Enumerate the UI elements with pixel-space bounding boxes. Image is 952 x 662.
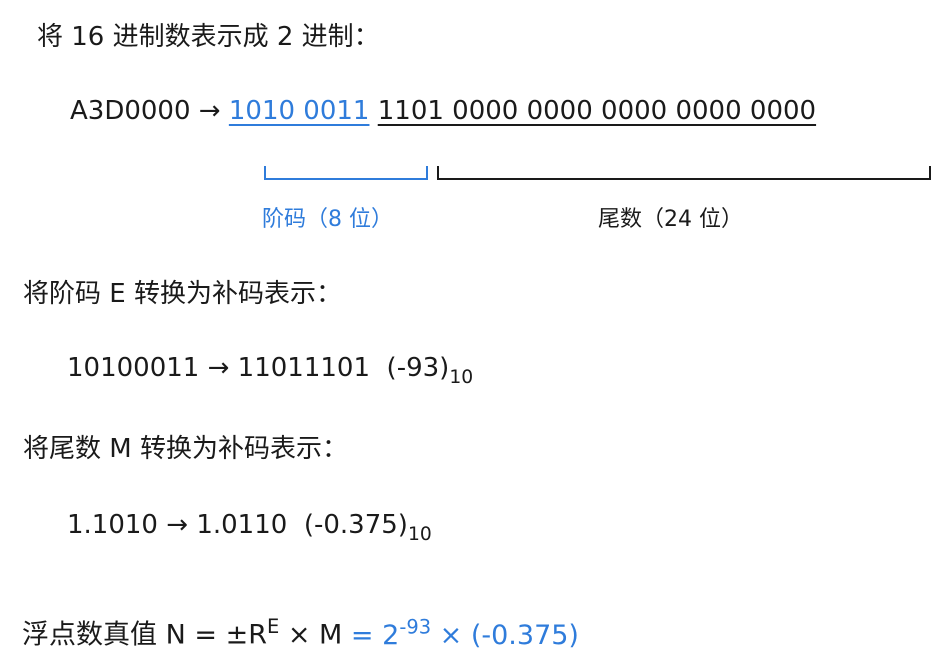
formula-middle: × M — [279, 619, 351, 651]
exponent-bits: 1010 0011 — [228, 96, 370, 126]
arrow-icon: → — [198, 96, 221, 126]
hex-conversion-line: A3D0000 → 1010 0011 1101 0000 0000 0000 … — [70, 98, 816, 124]
mantissa-label: 尾数（24 位） — [598, 207, 743, 232]
heading-exponent-complement: 将阶码 E 转换为补码表示： — [23, 279, 342, 309]
exponent-label: 阶码（8 位） — [262, 207, 393, 232]
mantissa-base: 10 — [407, 524, 432, 546]
heading-hex-to-binary: 将 16 进制数表示成 2 进制： — [37, 22, 380, 52]
exponent-bracket — [264, 166, 428, 180]
float-true-value-formula: 浮点数真值 N = ±RE × M = 2-93 × (-0.375) — [22, 617, 579, 649]
exponent-base: 10 — [449, 367, 474, 389]
formula-exponent-superscript: -93 — [399, 615, 432, 638]
mantissa-bracket — [437, 166, 931, 180]
exponent-complement-line: 10100011 → 11011101 (-93)10 — [67, 355, 473, 388]
arrow-icon: → — [207, 353, 230, 383]
hex-value: A3D0000 — [70, 96, 191, 126]
mantissa-decimal: (-0.375) — [303, 510, 408, 540]
mantissa-original: 1.1010 — [67, 510, 158, 540]
exponent-decimal: (-93) — [386, 353, 450, 383]
formula-result: = 2-93 × (-0.375) — [350, 615, 579, 651]
exponent-complement: 11011101 — [237, 353, 371, 383]
heading-mantissa-complement: 将尾数 M 转换为补码表示： — [23, 434, 348, 464]
formula-e-superscript: E — [266, 615, 280, 638]
formula-prefix: 浮点数真值 N = ±R — [22, 619, 267, 651]
mantissa-complement: 1.0110 — [196, 510, 288, 540]
mantissa-complement-line: 1.1010 → 1.0110 (-0.375)10 — [67, 512, 432, 545]
exponent-original: 10100011 — [67, 353, 200, 383]
arrow-icon: → — [166, 510, 189, 540]
mantissa-bits: 1101 0000 0000 0000 0000 0000 — [377, 96, 817, 126]
